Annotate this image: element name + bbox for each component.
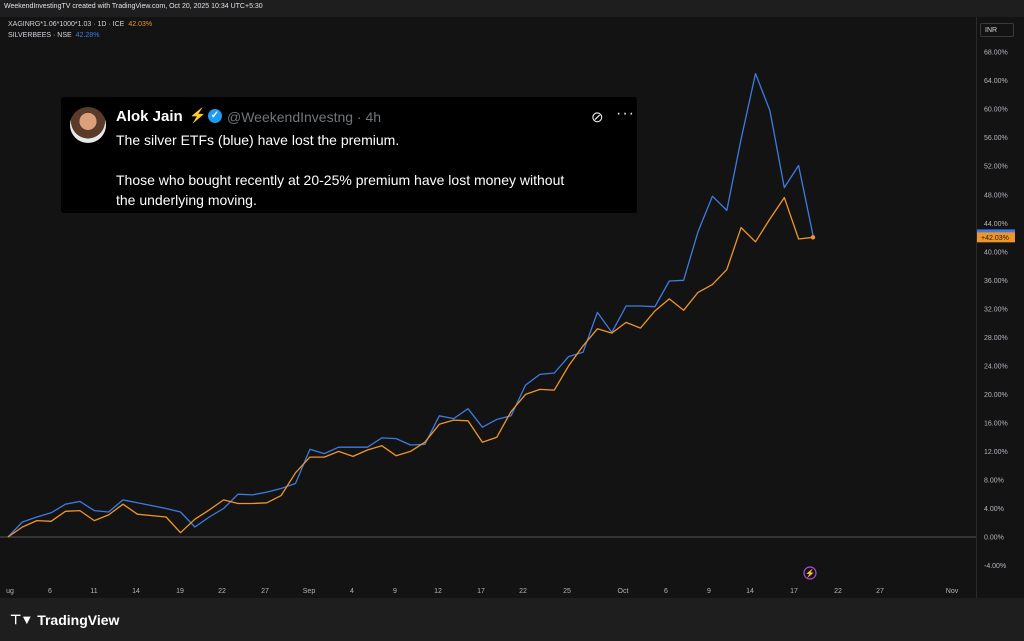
blue-last-value-tag <box>977 229 1015 234</box>
y-tick-label: 32.00% <box>984 306 1008 313</box>
y-tick-label: 16.00% <box>984 420 1008 427</box>
series-line-silverbees <box>7 72 814 538</box>
y-tick-label: 4.00% <box>984 506 1004 513</box>
x-tick-label: 27 <box>876 588 884 595</box>
x-tick-label: Sep <box>303 588 316 595</box>
x-tick-label: 22 <box>218 588 226 595</box>
y-tick-label: 8.00% <box>984 477 1004 484</box>
y-tick-label: 12.00% <box>984 449 1008 456</box>
y-tick-label: 0.00% <box>984 535 1004 542</box>
x-tick-label: 27 <box>261 588 269 595</box>
x-tick-label: 14 <box>132 588 140 595</box>
tweet-card[interactable]: Alok Jain ⚡ ✓ @WeekendInvestng · 4h ⊘ ··… <box>61 97 637 213</box>
y-tick-label: 52.00% <box>984 164 1008 171</box>
tweet-text-line-3: the underlying moving. <box>116 192 257 208</box>
currency-button[interactable]: INR <box>980 23 1014 37</box>
x-tick-label: 9 <box>707 588 711 595</box>
x-tick-label: 19 <box>176 588 184 595</box>
tradingview-logo[interactable]: ⊤▼ TradingView <box>10 612 119 628</box>
x-tick-label: Nov <box>946 588 959 595</box>
x-tick-label: 22 <box>834 588 842 595</box>
y-tick-label: 44.00% <box>984 221 1008 228</box>
tweet-handle[interactable]: @WeekendInvestng · 4h <box>227 109 382 125</box>
tradingview-logo-text: TradingView <box>37 612 120 628</box>
more-options-icon[interactable]: ··· <box>616 105 635 122</box>
y-tick-label: 24.00% <box>984 363 1008 370</box>
alert-icon[interactable] <box>803 566 817 580</box>
y-tick-label: 40.00% <box>984 249 1008 256</box>
y-tick-label: 36.00% <box>984 278 1008 285</box>
bottom-bar <box>0 598 1024 641</box>
y-tick-label: 28.00% <box>984 335 1008 342</box>
x-tick-label: 14 <box>746 588 754 595</box>
x-tick-label: Oct <box>618 588 629 595</box>
legend-series-1-symbol: XAGINRG*1.06*1000*1.03 · 1D · ICE <box>8 21 125 28</box>
y-tick-label: 68.00% <box>984 50 1008 57</box>
legend-series-1-value: 42.03% <box>128 21 153 28</box>
verified-badge-icon: ✓ <box>208 109 222 123</box>
legend-series-1[interactable]: XAGINRG*1.06*1000*1.03 · 1D · ICE 42.03% <box>8 21 152 28</box>
tradingview-mark-icon: ⊤▼ <box>10 612 33 627</box>
x-tick-label: 6 <box>48 588 52 595</box>
x-tick-label: 17 <box>790 588 798 595</box>
price-axis[interactable] <box>976 17 1024 598</box>
y-tick-label: -4.00% <box>984 563 1006 570</box>
lightning-icon: ⚡ <box>189 107 207 123</box>
tweet-text-line-2: Those who bought recently at 20-25% prem… <box>116 172 565 188</box>
orange-last-value-label: +42.03% <box>981 235 1009 242</box>
last-value-marker <box>810 235 816 240</box>
tweet-text-line-1: The silver ETFs (blue) have lost the pre… <box>116 132 400 148</box>
credit-line: WeekendInvestingTV created with TradingV… <box>4 3 263 10</box>
avatar[interactable] <box>70 107 106 143</box>
grok-icon[interactable]: ⊘ <box>591 109 604 126</box>
x-tick-label: 25 <box>563 588 571 595</box>
tweet-author-name[interactable]: Alok Jain <box>116 108 183 125</box>
alert-bolt-icon: ⚡ <box>805 568 815 578</box>
y-tick-label: 20.00% <box>984 392 1008 399</box>
x-tick-label: 9 <box>393 588 397 595</box>
legend-series-2-symbol: SILVERBEES · NSE <box>8 32 72 39</box>
y-tick-label: 48.00% <box>984 192 1008 199</box>
series-line-xaginrg <box>7 196 814 538</box>
x-tick-label: 4 <box>350 588 354 595</box>
legend-series-2-value: 42.28% <box>75 32 100 39</box>
x-tick-label: 17 <box>477 588 485 595</box>
orange-last-value-tag <box>977 232 1015 243</box>
y-tick-label: 64.00% <box>984 78 1008 85</box>
y-tick-label: 56.00% <box>984 135 1008 142</box>
legend-series-2[interactable]: SILVERBEES · NSE 42.28% <box>8 32 99 39</box>
x-tick-label: 12 <box>434 588 442 595</box>
x-tick-label: 11 <box>90 588 97 595</box>
x-tick-label: 22 <box>519 588 527 595</box>
y-tick-label: 60.00% <box>984 107 1008 114</box>
x-tick-label: 6 <box>664 588 668 595</box>
x-tick-label: ug <box>6 588 14 595</box>
